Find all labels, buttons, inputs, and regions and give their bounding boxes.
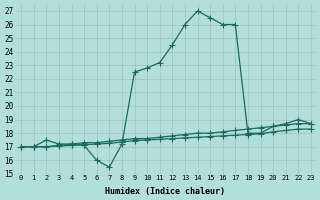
X-axis label: Humidex (Indice chaleur): Humidex (Indice chaleur) — [105, 187, 225, 196]
